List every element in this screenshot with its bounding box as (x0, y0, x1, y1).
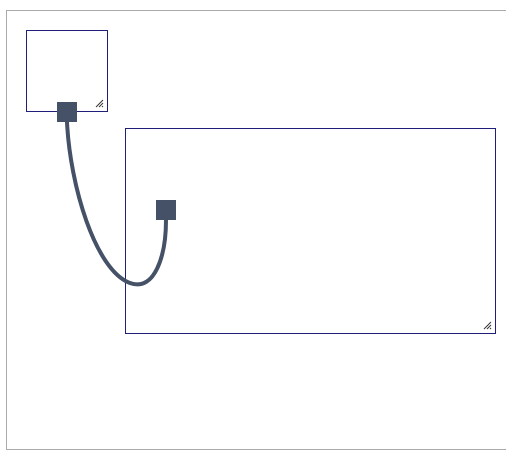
connection-wire[interactable] (65, 120, 168, 287)
resize-grip-icon[interactable] (95, 99, 104, 108)
output-port-handle[interactable] (57, 102, 77, 122)
node-panel-large[interactable] (125, 128, 496, 334)
node-panel-small[interactable] (26, 30, 108, 112)
input-port-handle[interactable] (156, 200, 176, 220)
resize-grip-icon[interactable] (483, 321, 492, 330)
diagram-canvas (6, 10, 506, 450)
